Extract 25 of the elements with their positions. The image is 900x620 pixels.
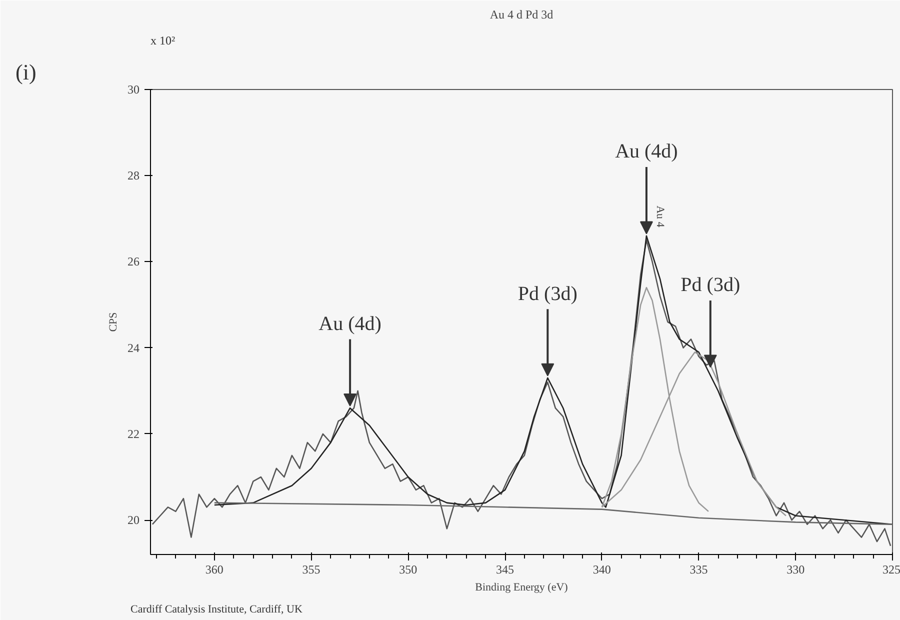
annotation: Au 4: [654, 206, 666, 228]
y-tick-label: 22: [128, 426, 140, 441]
text: x 10²: [150, 34, 176, 48]
x-tick-label: 355: [302, 562, 320, 576]
x-tick-label: 340: [592, 562, 611, 576]
annotation: Au (4d): [318, 312, 382, 335]
y-tick-label: 28: [128, 168, 140, 183]
y-axis-title: CPS: [108, 312, 120, 332]
y-tick-label: 30: [128, 82, 140, 96]
text: Cardiff Catalysis Institute, Cardiff, UK: [130, 604, 302, 616]
annotation: Au (4d): [615, 140, 678, 163]
text: (i): [16, 60, 36, 84]
y-tick-label: 24: [128, 340, 140, 355]
chart-title: Au 4 d Pd 3d: [490, 8, 554, 22]
x-tick-label: 330: [786, 562, 805, 576]
x-tick-label: 350: [399, 562, 418, 576]
annotation: Pd (3d): [680, 274, 740, 296]
x-tick-label: 325: [882, 562, 900, 576]
x-tick-label: 360: [205, 562, 224, 576]
x-axis-title: Binding Energy (eV): [475, 582, 568, 594]
x-tick-label: 345: [496, 562, 514, 576]
x-tick-label: 335: [690, 562, 708, 576]
y-tick-label: 20: [128, 513, 140, 528]
y-tick-label: 26: [128, 254, 140, 269]
annotation: Pd (3d): [518, 282, 578, 305]
